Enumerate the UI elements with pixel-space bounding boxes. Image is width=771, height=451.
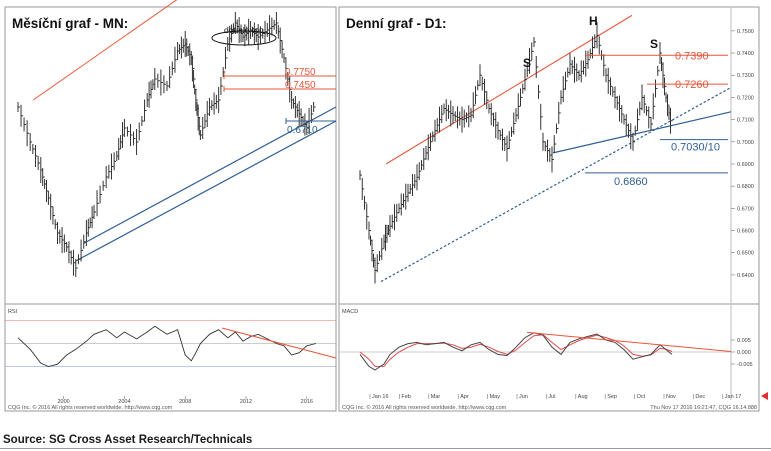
double-top-ellipse	[211, 30, 277, 46]
daily-x-label: Jan 16	[372, 394, 389, 400]
daily-x-label: Aug	[578, 394, 588, 400]
daily-x-label: Mar	[431, 394, 441, 400]
daily-x-label: Feb	[401, 394, 410, 400]
scroll-right-arrow[interactable]	[761, 392, 768, 400]
daily-x-label: Oct	[637, 394, 646, 400]
monthly-x-label: 2000	[57, 399, 69, 405]
monthly-x-label: 2016	[301, 399, 313, 405]
source-note: Source: SG Cross Asset Research/Technica…	[3, 434, 253, 446]
monthly-blue-channel-lower	[75, 120, 337, 262]
rsi-trendline	[221, 327, 337, 359]
macd-line	[359, 332, 673, 371]
daily-x-label: Nov	[666, 394, 676, 400]
macd-label: MACD	[342, 309, 358, 315]
daily-y-label: 0.7300	[737, 73, 754, 79]
figure: double top 0.7750 0.7450 0.6710 2000 2004 2008…	[4, 0, 768, 412]
daily-footer-right: Thu Nov 17 2016 16:21:47, CQG 16.14.888	[650, 405, 757, 411]
macd-y-label: 0.005	[737, 338, 751, 344]
macd-y-label: 0.000	[737, 350, 751, 356]
daily-y-label: 0.7100	[737, 118, 754, 124]
daily-x-label: May	[490, 394, 501, 400]
monthly-level-label-1: 0.7450	[285, 80, 316, 91]
macd-trendline	[526, 331, 732, 353]
monthly-blue-channel-upper	[83, 106, 337, 245]
daily-level-label-3: 0.6860	[614, 176, 648, 188]
daily-left-shoulder-label: S	[523, 56, 531, 70]
monthly-red-channel	[32, 0, 178, 101]
daily-x-label: Apr	[460, 394, 469, 400]
daily-neckline	[552, 111, 732, 154]
rsi-label: RSI	[8, 309, 18, 315]
daily-title: Denní graf - D1:	[346, 16, 447, 31]
monthly-x-label: 2004	[118, 399, 130, 405]
monthly-x-label: 2008	[179, 399, 191, 405]
daily-y-label: 0.6900	[737, 162, 754, 168]
daily-right-shoulder-label: S	[650, 37, 658, 51]
monthly-footer: CQG Inc. © 2016 All rights reserved worl…	[8, 404, 173, 411]
daily-x-label: Sep	[607, 394, 617, 400]
bottom-rule	[0, 448, 771, 449]
daily-y-label: 0.7200	[737, 95, 754, 101]
daily-chart: 0.7500 0.7400 0.7300 0.7200 0.7100 0.7000 0.69…	[339, 14, 754, 400]
macd-y-label: -0.005	[737, 362, 753, 368]
daily-y-label: 0.7400	[737, 51, 754, 57]
daily-red-channel	[385, 14, 633, 165]
daily-y-label: 0.7000	[737, 140, 754, 146]
monthly-x-label: 2012	[240, 399, 252, 405]
daily-level-label-2: 0.7030/10	[671, 142, 720, 154]
daily-y-label: 0.6700	[737, 206, 754, 212]
daily-y-label: 0.6400	[737, 273, 754, 279]
daily-x-label: Jun	[519, 394, 528, 400]
daily-footer: CQG Inc. © 2016 All rights reserved worl…	[342, 404, 507, 411]
daily-x-label: Jul	[548, 394, 555, 400]
daily-level-label-1: 0.7260	[675, 79, 709, 91]
daily-y-label: 0.7500	[737, 29, 754, 35]
daily-x-label: Dec	[695, 394, 705, 400]
monthly-title: Měsíční graf - MN:	[12, 16, 128, 31]
double-top-label: double top	[224, 25, 264, 35]
macd-signal-line	[359, 334, 673, 367]
daily-y-label: 0.6500	[737, 251, 754, 257]
daily-y-label: 0.6800	[737, 184, 754, 190]
daily-x-label: Jan 17	[725, 394, 742, 400]
monthly-chart: double top 0.7750 0.7450 0.6710 2000 2004 2008…	[5, 0, 337, 405]
daily-dotted-trendline	[380, 86, 732, 283]
monthly-level-label-2: 0.6710	[287, 125, 318, 136]
daily-y-label: 0.6600	[737, 229, 754, 235]
monthly-level-label-0: 0.7750	[285, 67, 316, 78]
daily-head-label: H	[589, 14, 598, 28]
daily-level-label-0: 0.7390	[675, 50, 709, 62]
